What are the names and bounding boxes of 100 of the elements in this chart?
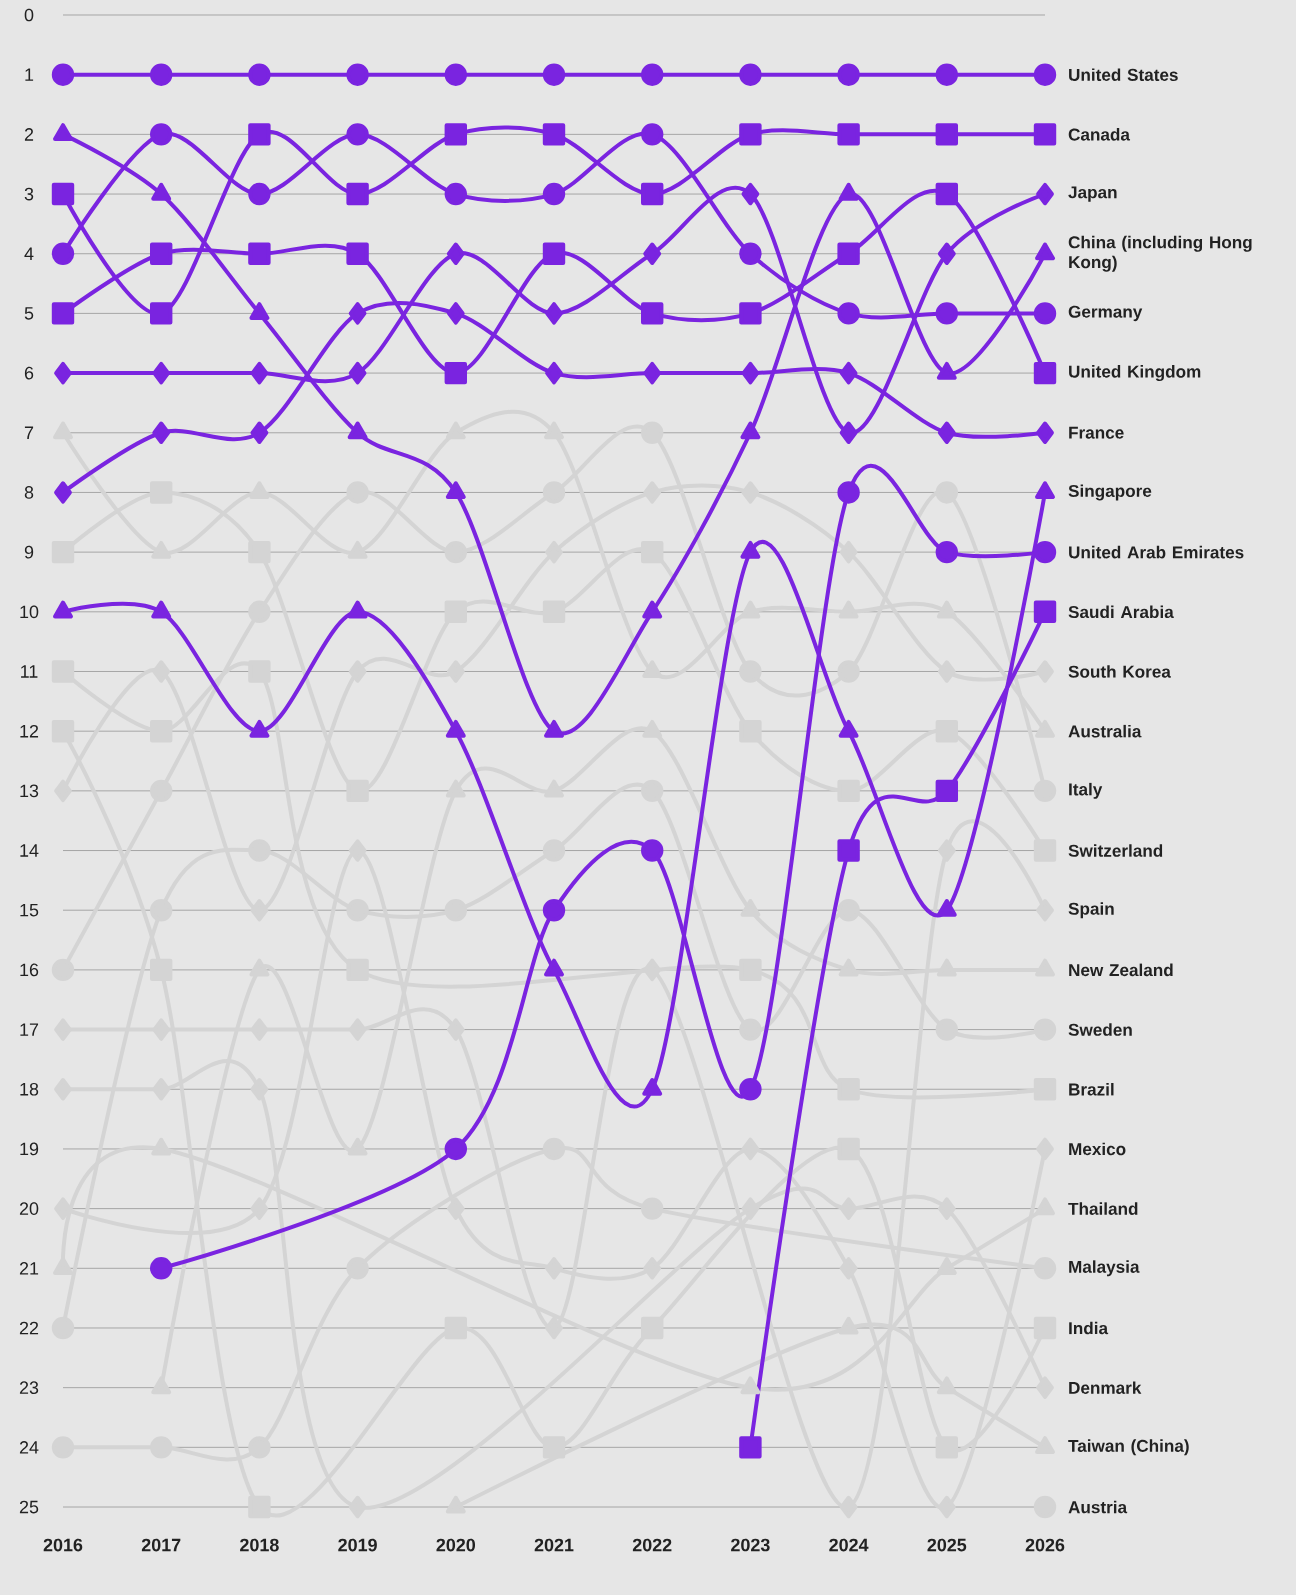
y-tick-label: 13 xyxy=(20,784,39,798)
y-tick-label: 23 xyxy=(19,1381,39,1395)
point xyxy=(51,242,75,265)
point xyxy=(542,839,566,862)
point xyxy=(935,123,959,146)
point xyxy=(51,302,75,325)
y-tick-label: 20 xyxy=(19,1202,39,1215)
point xyxy=(739,63,762,86)
point xyxy=(152,421,171,444)
point xyxy=(54,1197,72,1220)
series-label: France xyxy=(1069,426,1124,439)
point xyxy=(1033,1257,1057,1280)
series-label: Canada xyxy=(1068,128,1131,141)
point xyxy=(248,242,271,265)
point xyxy=(1033,600,1057,624)
point xyxy=(150,899,173,922)
point xyxy=(51,1316,75,1340)
point xyxy=(444,182,468,206)
point xyxy=(51,719,75,743)
point xyxy=(641,1316,664,1340)
point xyxy=(542,123,566,146)
point xyxy=(542,899,566,922)
series-label: Australia xyxy=(1068,724,1142,738)
point xyxy=(1036,1376,1054,1399)
y-tick-label: 2 xyxy=(24,128,34,141)
series-label: Singapore xyxy=(1068,484,1152,501)
y-tick-label: 18 xyxy=(20,1082,39,1096)
point xyxy=(641,1197,664,1220)
y-tick-label: 16 xyxy=(20,963,39,977)
point xyxy=(937,839,956,862)
point xyxy=(741,1137,760,1161)
y-tick-label: 21 xyxy=(19,1262,39,1275)
series-label: United Arab Emirates xyxy=(1069,545,1244,559)
point xyxy=(54,481,72,504)
point xyxy=(346,182,369,206)
point xyxy=(444,63,468,86)
point xyxy=(1036,421,1054,444)
point xyxy=(542,63,566,86)
point xyxy=(641,182,664,206)
series-label: Saudi Arabia xyxy=(1068,605,1174,619)
point xyxy=(248,540,271,564)
x-tick-label: 2017 xyxy=(141,1538,181,1552)
point xyxy=(150,481,173,504)
point xyxy=(346,123,369,146)
y-tick-label: 25 xyxy=(19,1500,39,1514)
point xyxy=(739,302,762,325)
point xyxy=(935,182,959,206)
point xyxy=(739,1018,762,1041)
y-tick-label: 17 xyxy=(20,1023,39,1036)
point xyxy=(152,361,171,385)
point xyxy=(935,779,959,803)
x-tick-label: 2020 xyxy=(436,1538,476,1552)
y-tick-label: 11 xyxy=(21,665,38,678)
point xyxy=(1033,839,1057,862)
y-tick-label: 4 xyxy=(24,247,34,260)
point xyxy=(542,481,566,504)
point xyxy=(152,660,171,683)
point xyxy=(542,242,566,265)
point xyxy=(935,719,959,743)
point xyxy=(248,660,271,683)
point xyxy=(937,421,956,444)
series-label: United Kingdom xyxy=(1069,365,1201,382)
point xyxy=(545,1316,563,1340)
y-tick-label: 8 xyxy=(24,486,34,499)
point xyxy=(837,779,860,803)
point xyxy=(1033,1495,1057,1519)
series-label: China (including Hong Kong) xyxy=(1068,235,1252,272)
point xyxy=(839,361,858,385)
point xyxy=(348,302,367,325)
series-label: United States xyxy=(1069,68,1178,81)
series-label: Japan xyxy=(1068,186,1117,202)
point xyxy=(446,242,465,265)
point xyxy=(641,123,664,146)
point xyxy=(248,600,271,624)
point xyxy=(150,123,173,146)
point xyxy=(51,660,75,683)
series-label: New Zealand xyxy=(1069,963,1173,977)
point xyxy=(1033,361,1057,385)
point xyxy=(444,1137,468,1161)
point xyxy=(643,242,662,265)
point xyxy=(739,123,762,146)
point xyxy=(935,63,959,86)
point xyxy=(837,123,860,146)
point xyxy=(248,123,271,146)
y-tick-label: 1 xyxy=(25,68,34,81)
point xyxy=(348,839,367,862)
x-tick-label: 2018 xyxy=(240,1538,279,1552)
point xyxy=(1036,182,1054,206)
series-label: Sweden xyxy=(1068,1023,1132,1036)
point xyxy=(837,1137,860,1161)
point xyxy=(545,302,563,325)
point xyxy=(839,421,858,444)
point xyxy=(1033,123,1057,146)
point xyxy=(444,600,468,624)
point xyxy=(542,600,566,624)
point xyxy=(150,779,173,803)
point xyxy=(51,63,75,86)
point xyxy=(444,540,468,564)
point xyxy=(641,540,664,564)
x-tick-label: 2019 xyxy=(338,1538,377,1552)
